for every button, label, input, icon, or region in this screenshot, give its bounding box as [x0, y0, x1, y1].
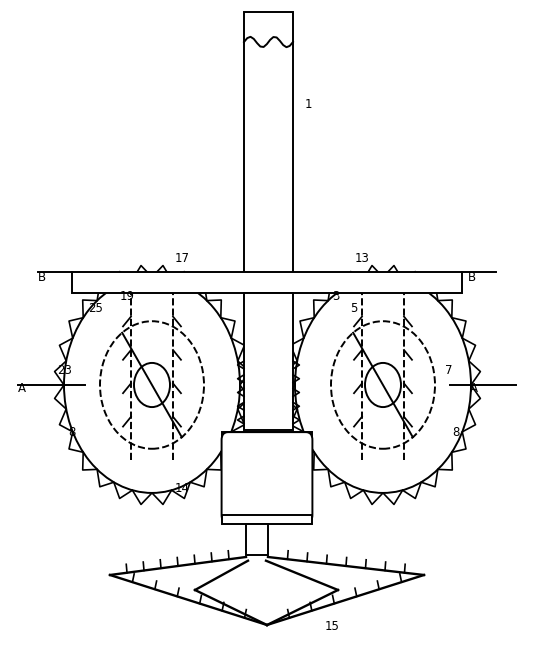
Circle shape [134, 363, 170, 407]
Text: 15: 15 [325, 620, 340, 633]
Text: 3: 3 [332, 290, 340, 303]
Text: 23: 23 [57, 364, 72, 377]
Bar [72, 272, 462, 293]
Text: 17: 17 [175, 252, 190, 265]
Circle shape [64, 277, 240, 493]
Bar [244, 12, 293, 280]
Text: B: B [468, 271, 476, 284]
Text: 25: 25 [88, 301, 103, 314]
Text: B: B [38, 271, 46, 284]
Bar [244, 293, 293, 430]
Text: A: A [470, 381, 478, 394]
FancyBboxPatch shape [222, 432, 312, 523]
Text: 19: 19 [120, 290, 135, 303]
Text: 8: 8 [452, 426, 459, 438]
Text: 8: 8 [68, 426, 75, 438]
Circle shape [295, 277, 471, 493]
Bar [222, 515, 312, 524]
Text: 7: 7 [445, 364, 452, 377]
Text: 13: 13 [355, 252, 370, 265]
Text: A: A [18, 381, 26, 394]
Circle shape [365, 363, 401, 407]
Bar [246, 524, 268, 555]
Text: 1: 1 [305, 98, 312, 111]
Text: 14: 14 [175, 481, 190, 495]
Bar [222, 432, 312, 445]
Text: 5: 5 [350, 301, 357, 314]
